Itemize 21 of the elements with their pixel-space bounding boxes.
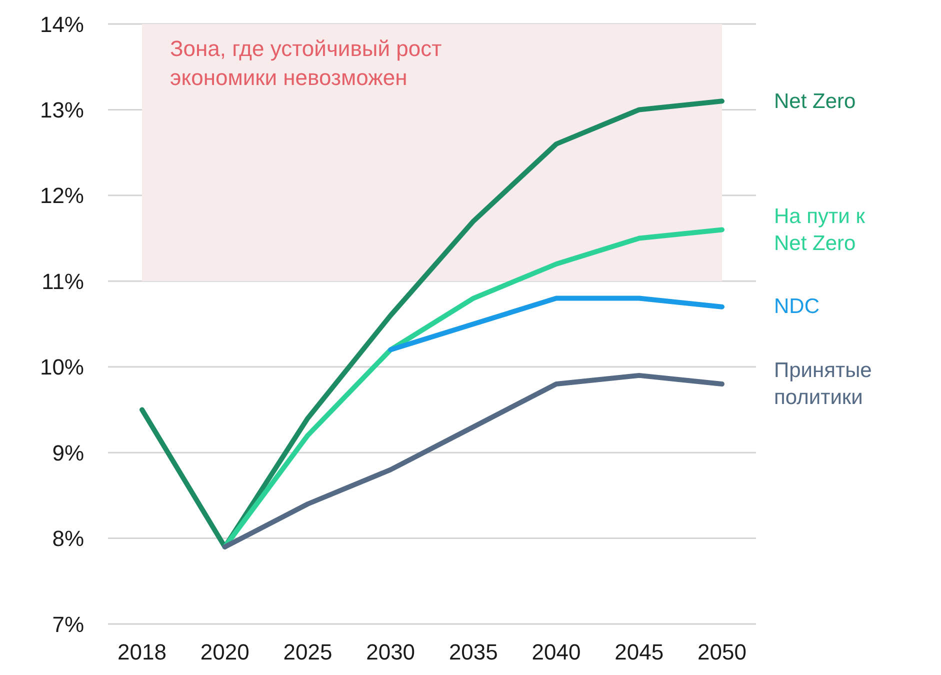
x-tick-label: 2018 [118, 640, 166, 665]
x-tick-label: 2035 [448, 640, 498, 665]
x-tick-label: 2045 [614, 640, 664, 665]
y-tick-label: 12% [40, 183, 84, 208]
x-tick-label: 2030 [366, 640, 416, 665]
x-tick-label: 2020 [200, 640, 250, 665]
x-tick-label: 2050 [698, 640, 746, 665]
y-tick-label: 11% [42, 268, 84, 294]
y-tick-label: 13% [40, 98, 84, 123]
text: На пути к Net Zero [774, 204, 866, 257]
text: NDC [774, 294, 820, 320]
text: Net Zero [774, 88, 857, 115]
y-tick-label: 7% [52, 612, 84, 637]
x-tick-label: 2040 [532, 640, 581, 665]
y-tick-label: 10% [40, 354, 84, 380]
text: Принятые политики [774, 358, 873, 411]
y-tick-label: 8% [52, 526, 84, 552]
y-tick-label: 9% [52, 440, 84, 466]
y-tick-label: 14% [40, 12, 84, 37]
x-tick-label: 2025 [283, 640, 332, 665]
band-label: Зона, где устойчивый рост экономики невозможен [170, 35, 443, 92]
